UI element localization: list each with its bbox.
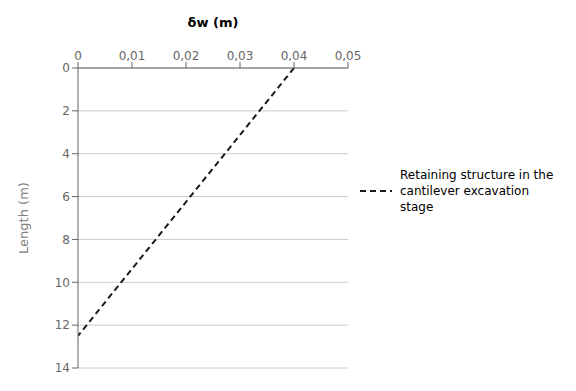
svg-text:0: 0 [74,49,82,63]
html-text:cantilever excavation stage: cantilever excavation stage [400,184,529,214]
svg-text:0: 0 [62,61,70,75]
svg-text:10: 10 [55,276,70,290]
svg-text:12: 12 [55,318,70,332]
svg-text:0,02: 0,02 [173,49,200,63]
svg-text:0,04: 0,04 [281,49,308,63]
svg-text:0,03: 0,03 [227,49,254,63]
svg-text:Length (m): Length (m) [16,182,31,254]
html-text:Retaining structure in the: Retaining structure in the [400,168,554,182]
svg-text:6: 6 [62,190,70,204]
svg-text:δw (m): δw (m) [188,15,239,30]
svg-text:2: 2 [62,104,70,118]
svg-text:8: 8 [62,233,70,247]
svg-text:4: 4 [62,147,70,161]
svg-text:0,01: 0,01 [119,49,146,63]
svg-text:0,05: 0,05 [335,49,362,63]
svg-text:14: 14 [55,361,70,375]
